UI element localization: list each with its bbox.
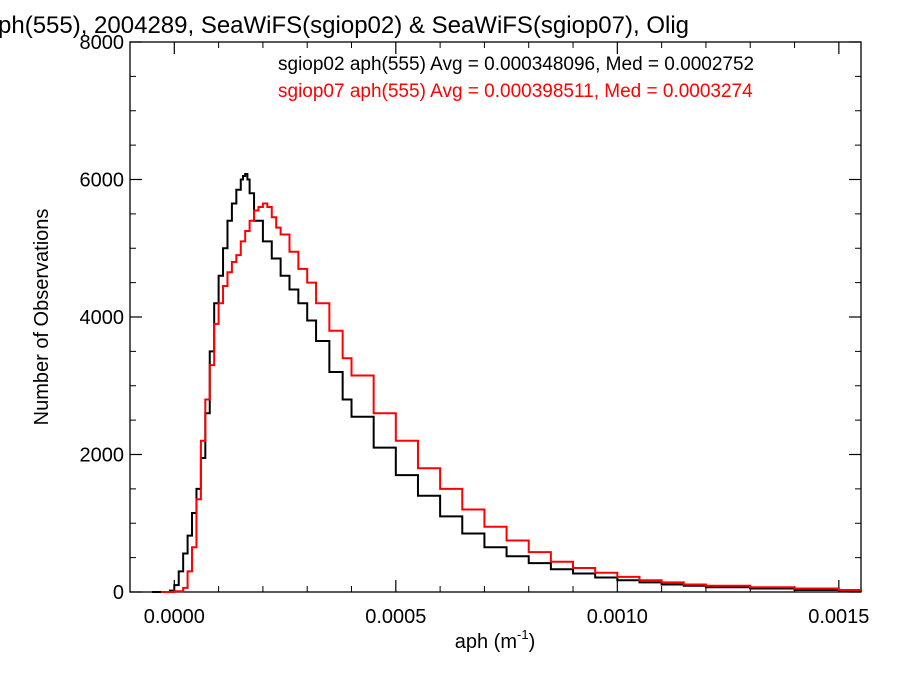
chart-title: ph(555), 2004289, SeaWiFS(sgiop02) & Sea… — [0, 12, 689, 39]
y-tick-label: 8000 — [80, 32, 125, 54]
y-axis-label: Number of Observations — [31, 209, 53, 426]
series-line-sgiop02 — [152, 173, 862, 593]
axis-ticks: 0.0000 0.0005 0.0010 0.0015 0 2000 4000 6000 800… — [80, 32, 870, 628]
x-tick-label: 0.0010 — [587, 606, 648, 628]
y-tick-label: 4000 — [80, 307, 125, 329]
series-line-sgiop07 — [161, 202, 862, 593]
series-layer — [152, 173, 862, 593]
x-tick-label: 0.0000 — [144, 606, 205, 628]
x-tick-label: 0.0005 — [365, 606, 426, 628]
y-tick-label: 6000 — [80, 170, 125, 192]
x-axis-label-base: aph (m — [455, 631, 517, 653]
y-tick-label: 0 — [113, 582, 124, 604]
legend-entry-sgiop07: sgiop07 aph(555) Avg = 0.000398511, Med … — [278, 81, 753, 102]
x-axis-label-sup: -1 — [517, 627, 529, 642]
legend-entry-sgiop02: sgiop02 aph(555) Avg = 0.000348096, Med … — [278, 54, 754, 75]
y-tick-label: 2000 — [80, 445, 125, 467]
x-axis-label: aph (m-1) — [455, 627, 535, 653]
x-tick-label: 0.0015 — [808, 606, 869, 628]
plot-frame — [129, 41, 862, 593]
x-axis-label-close: ) — [529, 631, 536, 653]
